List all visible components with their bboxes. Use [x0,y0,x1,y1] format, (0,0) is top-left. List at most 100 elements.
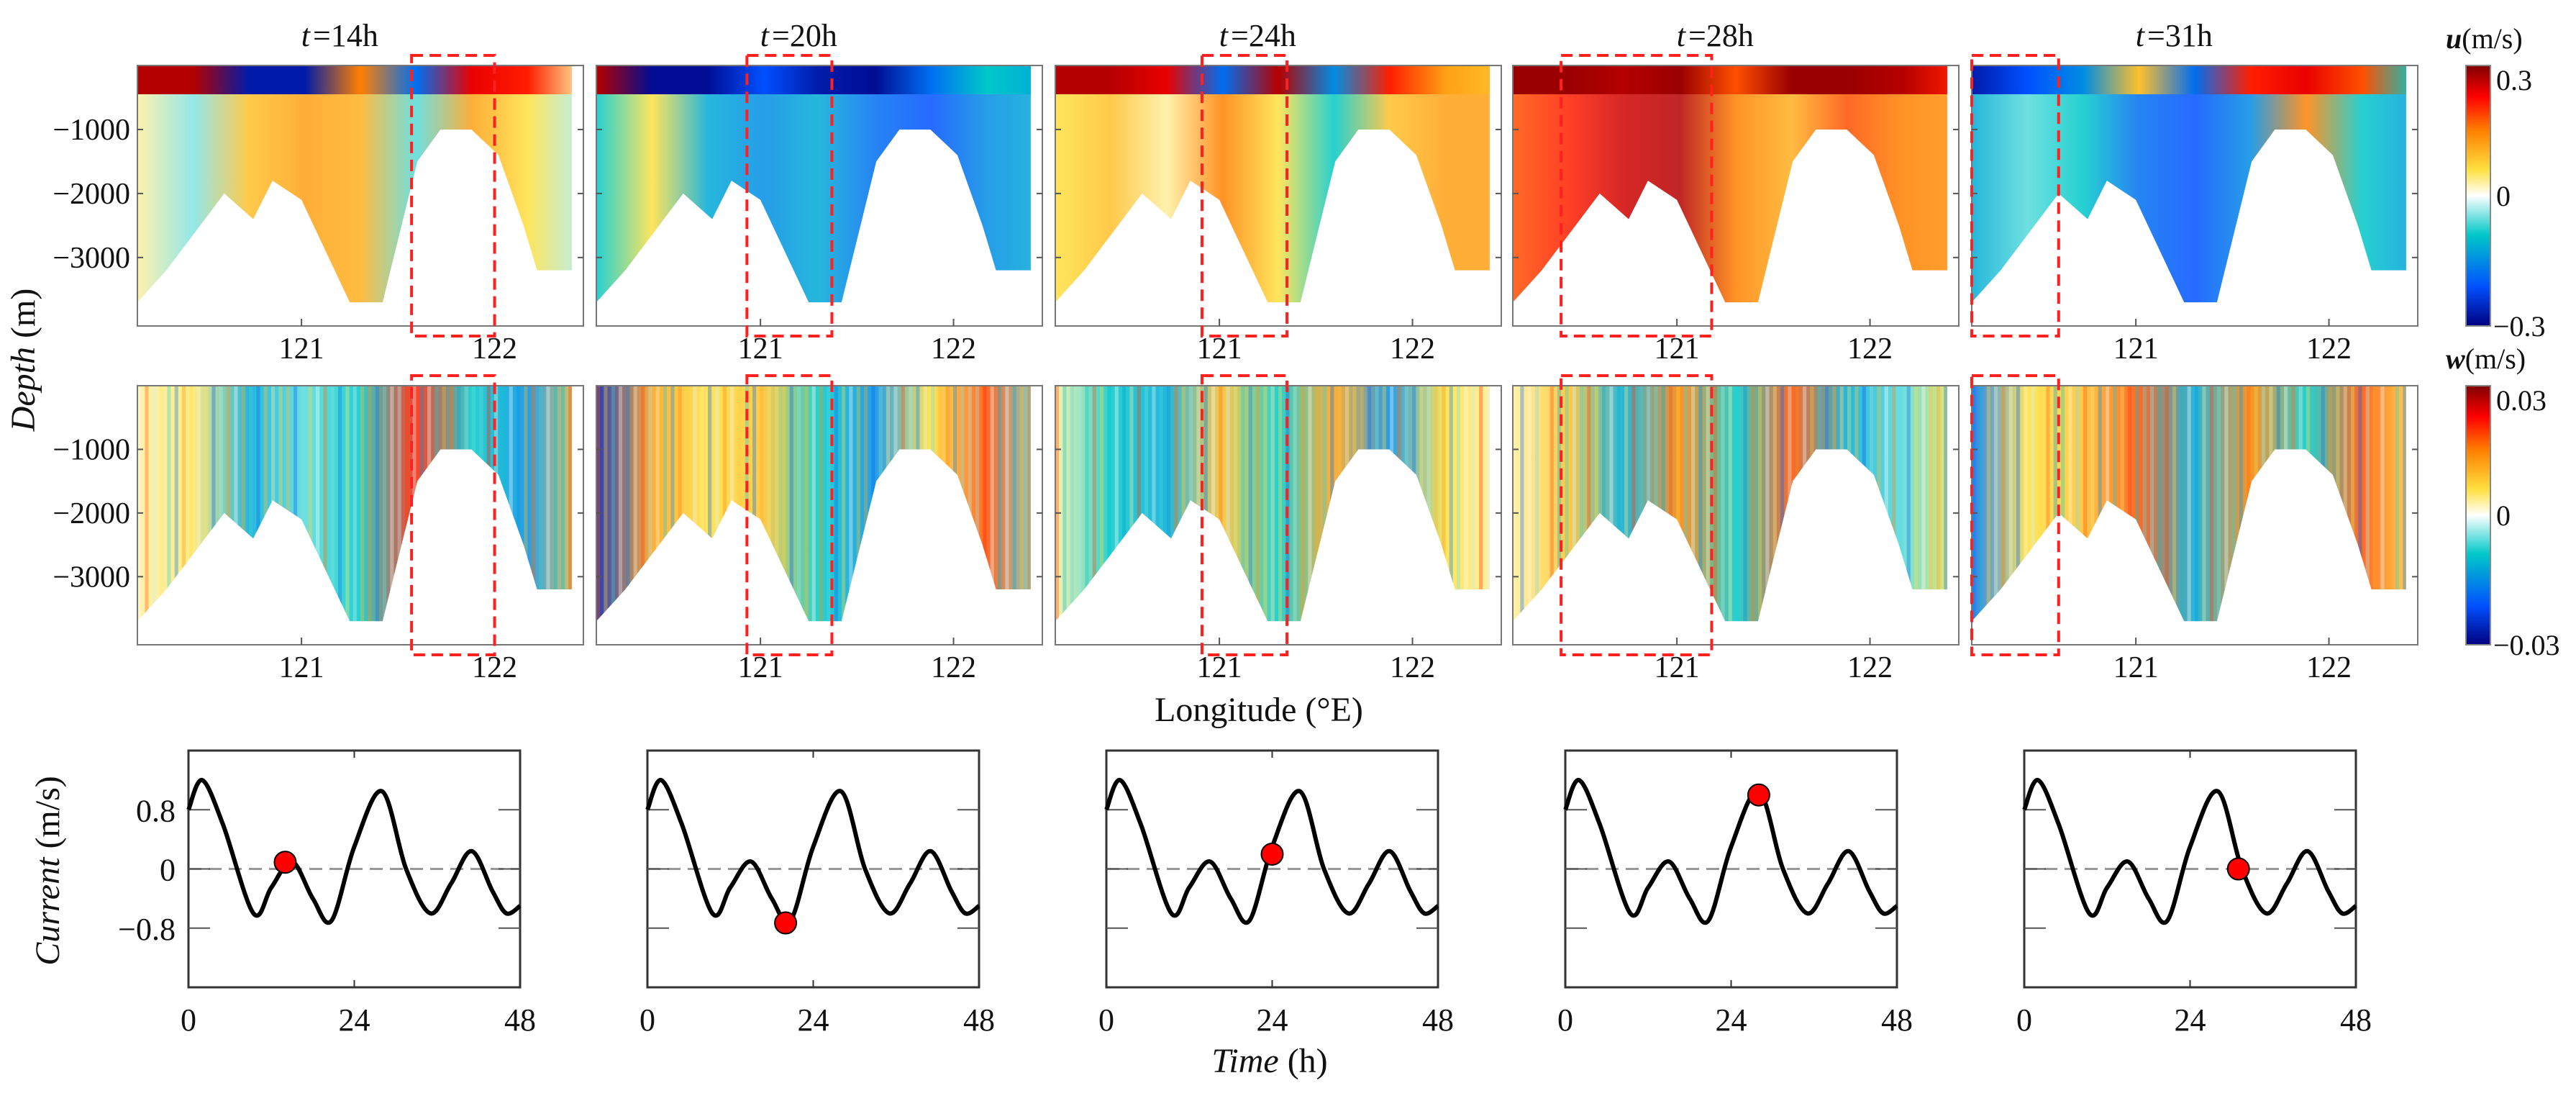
w-stripe [686,386,690,622]
w-stripe [2083,386,2088,622]
w-stripe [596,386,601,622]
w-stripe [293,386,298,622]
w-stripe [2395,386,2400,622]
colorbar-w: w(m/s) 0.03 0 −0.03 [2446,343,2560,661]
x-tick-label: 48 [963,1002,995,1038]
axes-frame [1055,65,1502,327]
w-stripe [1152,386,1156,622]
w-stripe [182,386,186,622]
w-stripe [1278,386,1283,622]
w-stripe [2239,386,2244,622]
w-stripe [856,386,860,622]
colorbar-var: u [2446,22,2462,55]
w-stripe [1572,386,1576,622]
w-stripe [2031,386,2035,622]
w-stripe [2224,386,2229,622]
highlight-box [1560,54,1713,337]
highlight-box [410,54,496,337]
panel-title-value: =24h [1231,18,1296,53]
w-stripe [546,386,550,622]
w-stripe [2180,386,2184,622]
time-marker [1260,842,1284,866]
w-stripe [1315,386,1319,622]
w-stripe [2098,386,2102,622]
time-marker [273,851,297,874]
highlight-box [1200,54,1289,337]
w-stripe [1549,386,1554,622]
w-stripe [2358,386,2362,622]
w-stripe [383,386,387,622]
w-stripe [1285,386,1290,622]
w-stripe [249,386,253,622]
current-label-italic: Current [29,856,67,966]
w-stripe [655,386,660,622]
w-stripe [1167,386,1171,622]
y-tick-label: −2000 [53,178,130,211]
w-stripe [1181,386,1185,622]
x-tick-label: 48 [2340,1002,2372,1038]
heatmap-u-panel-1: 121 122 −1000 −2000 −3000 [53,54,584,366]
y-tick-label: 0.8 [136,793,176,828]
colorbar-title: w(m/s) [2446,343,2526,375]
w-stripe [983,386,987,622]
panel-title-var: t [760,18,770,53]
w-stripe [1624,386,1629,622]
w-stripe [368,386,372,622]
w-stripe [1219,386,1223,622]
w-stripe [301,386,305,622]
w-stripe [700,386,704,622]
w-stripe [1479,386,1483,622]
y-tick-label: −3000 [53,242,130,275]
axes-frame [596,65,1043,327]
w-stripe [561,386,565,622]
w-stripe [524,386,528,622]
x-tick-label: 121 [1655,651,1700,684]
w-stripe [1691,386,1696,622]
w-stripe [1535,386,1539,622]
w-stripe [1758,386,1762,622]
w-stripe [211,386,216,622]
w-stripe [1055,386,1060,622]
w-stripe [693,386,697,622]
panel-title-value: =31h [2147,18,2213,53]
x-tick-label: 0 [2016,1002,2032,1038]
y-tick-label: −2000 [53,497,130,530]
w-stripe [1765,386,1770,622]
w-stripe [1580,386,1584,622]
w-stripe [1772,386,1777,622]
current-panel-2: 0 24 48 [640,749,995,1038]
x-tick-label: 122 [931,332,976,366]
x-tick-label: 122 [1847,332,1893,366]
heatmap-w-panel-3: 121 122 [1055,374,1502,684]
current-panel-4: 0 24 48 [1557,749,1913,1038]
w-stripe [1114,386,1119,622]
colorbar-max-label: 0.03 [2496,384,2547,417]
heatmap-w-panel-4: 121 122 [1512,374,1960,684]
w-stripe [2001,386,2006,622]
w-stripe [1527,386,1532,622]
w-stripe [352,386,357,622]
x-tick-label: 121 [1197,332,1242,366]
w-stripe [2024,386,2028,622]
w-stripe [227,386,231,622]
w-stripe [864,386,868,622]
w-stripe [1683,386,1688,622]
w-stripe [975,386,980,622]
heatmap-w-panel-2: 121 122 [596,374,1043,684]
w-stripe [1159,386,1163,622]
w-stripe [1979,386,1983,622]
w-stripe [360,386,365,622]
w-stripe [1936,386,1941,622]
w-stripe [509,386,513,622]
w-stripe [2165,386,2169,622]
colorbar-mid-label: 0 [2496,180,2511,212]
x-tick-label: 0 [181,1002,196,1038]
w-stripe [1005,386,1009,622]
x-tick-label: 121 [738,332,783,366]
w-stripe [1323,386,1327,622]
w-stripe [137,386,142,622]
w-stripe [811,386,816,622]
w-stripe [1434,386,1439,622]
w-stripe [516,386,521,622]
